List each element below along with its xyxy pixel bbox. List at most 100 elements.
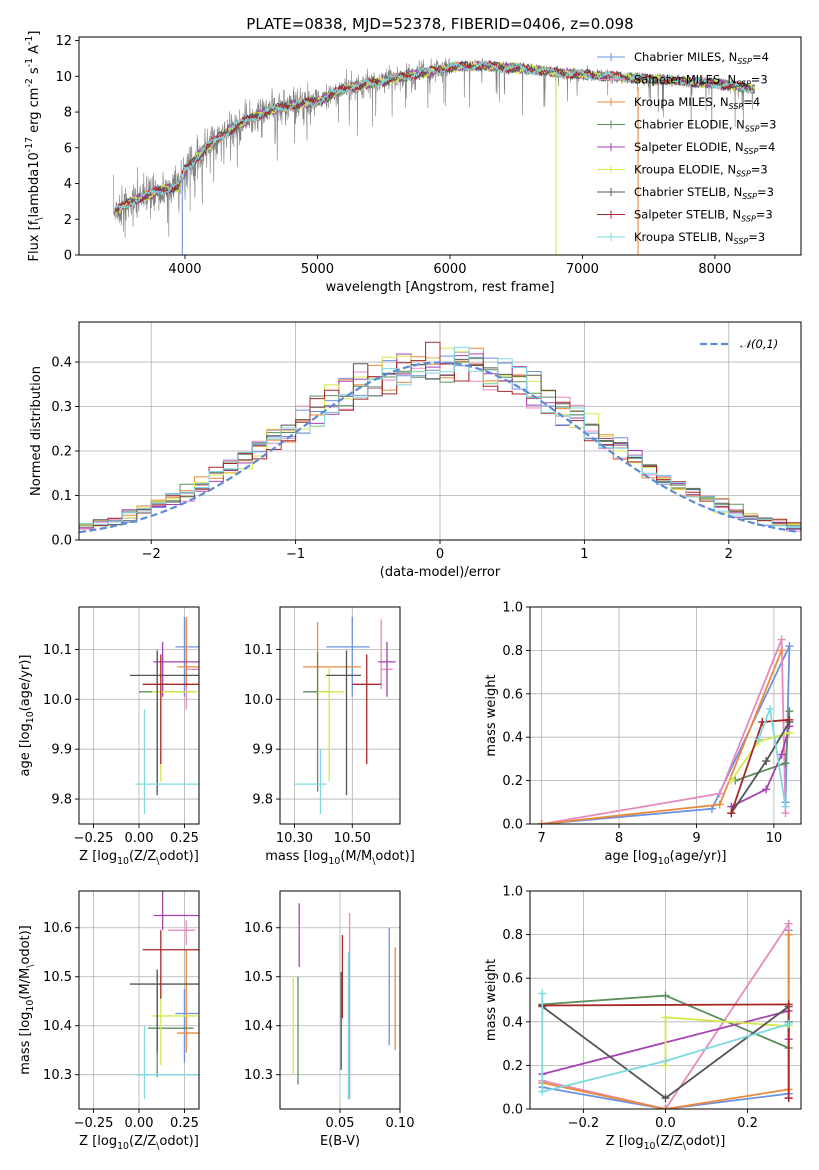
mass-weight-vs-Z-panel: −0.2 0.0 0.2 0.0 0.2 0.4 0.6 0.8 1.0 Z [log10(Z/Z… [484,885,802,1152]
mass-weight-series-line [541,645,791,824]
errorbar-point [326,616,370,697]
histogram-step-line [79,346,801,530]
x-tick-label: 0.00 [125,1116,154,1131]
y-tick-label: 0.0 [502,818,523,833]
y-tick-label: 10.0 [43,693,72,708]
mass-weight-marker [784,1000,793,1009]
mass-weight-marker [661,991,670,1000]
errorbar-point [151,976,198,1065]
mass-weight-marker [784,930,793,939]
mass-weight-marker [784,1094,793,1103]
mass-weight-marker [538,1087,547,1096]
y-tick-label: 0.4 [51,356,72,371]
y-axis-label: mass [log10(M/M\odot)] [18,925,36,1075]
y-tick-label: 12 [55,34,72,49]
legend-entry: 𝒩(0,1) [740,337,778,351]
x-tick-label: −2 [142,547,161,562]
y-tick-label: 0.2 [502,1059,523,1074]
x-axis-label: wavelength [Angstrom, rest frame] [326,280,555,295]
legend-entry: Chabrier ELODIE, NSSP=3 [634,118,776,134]
mass-vs-ebv-panel: 0.05 0.10 10.3 10.4 10.5 10.6 E(B-V) [244,890,414,1149]
y-tick-label: 0.6 [502,687,523,702]
y-tick-label: 0.8 [502,644,523,659]
y-tick-label: 9.8 [51,793,72,808]
legend-entry: Kroupa STELIB, NSSP=3 [634,230,765,246]
age-vs-Z-panel: −0.25 0.00 0.25 9.8 9.9 10.0 10.1 Z [log10(Z/Z\… [18,606,200,867]
errorbar-point [378,641,396,697]
mass-weight-marker [727,809,736,818]
mass-weight-marker [538,989,547,998]
x-tick-label: 0.25 [170,831,199,846]
y-tick-label: 0.0 [502,1103,523,1118]
y-tick-label: 1.0 [502,885,523,900]
y-tick-label: 10.5 [43,970,72,985]
x-axis-label: Z [log10(Z/Z\odot)] [606,1134,726,1152]
x-tick-label: −0.25 [74,1116,114,1131]
mass-vs-Z-marks [129,891,199,1100]
y-tick-label: 0.8 [502,928,523,943]
y-tick-label: 9.8 [252,793,273,808]
y-tick-label: 8 [64,106,72,121]
histogram-legend: 𝒩(0,1) [700,337,778,351]
x-tick-label: 2 [725,547,733,562]
errorbar-point [129,650,199,796]
y-tick-label: 10.6 [244,921,273,936]
y-tick-label: 10.0 [244,693,273,708]
y-tick-label: 2 [64,213,72,228]
x-tick-label: 0.25 [170,1116,199,1131]
errorbar-point [352,654,382,765]
x-axis-label: Z [log10(Z/Z\odot)] [79,1134,199,1152]
x-tick-label: 6000 [433,262,466,277]
mass-weight-vs-Z-marks [538,919,793,1109]
x-tick-label: 8000 [698,262,731,277]
mass-weight-marker [715,800,724,809]
mass-weight-marker [777,646,786,655]
mass-vs-Z-panel: −0.25 0.00 0.25 10.3 10.4 10.5 10.6 Z [log10(Z/… [18,890,200,1152]
y-tick-label: 10.4 [43,1019,72,1034]
mass-weight-marker [715,789,724,798]
legend-entry: Kroupa ELODIE, NSSP=3 [634,163,768,179]
mass-weight-marker [781,802,790,811]
y-tick-label: 4 [64,177,72,192]
x-axis-label: E(B-V) [320,1134,360,1149]
y-tick-label: 10.3 [244,1068,273,1083]
normal-reference-curve [79,361,799,534]
age-vs-mass-marks [294,616,396,815]
y-tick-label: 0.0 [51,534,72,549]
x-tick-label: 9 [692,831,700,846]
y-tick-label: 9.9 [252,743,273,758]
y-tick-label: 0 [64,249,72,264]
x-tick-label: 1 [580,547,588,562]
mass-weight-marker [777,750,786,759]
y-tick-label: 6 [64,141,72,156]
y-tick-label: 0.6 [502,972,523,987]
y-tick-label: 0.2 [502,774,523,789]
legend-entry: Salpeter MILES, NSSP=3 [634,73,768,89]
errorbar-point [135,1025,199,1100]
axes-frame [279,606,401,825]
x-tick-label: 8 [615,831,623,846]
age-vs-mass-panel: 10.30 10.50 9.8 9.9 10.0 10.1 mass [log10(M/M\… [244,606,415,867]
legend-entry: Kroupa MILES, NSSP=4 [634,95,760,111]
y-axis-label: Flux [f\lambda10-17 erg cm-2 s-1 A-1] [24,31,45,262]
y-tick-label: 0.1 [51,489,72,504]
mass-weight-marker [781,759,790,768]
y-axis-label: age [log10(age/yr)] [18,655,36,777]
x-tick-label: 0.0 [655,1116,676,1131]
errorbar-point [142,930,199,999]
errorbar-point [139,651,194,792]
y-tick-label: 0.4 [502,1015,523,1030]
y-tick-label: 0.3 [51,400,72,415]
residual-histogram-panel: −2 −1 0 1 2 0.0 0.1 0.2 0.3 0.4 (data-model)/error… [29,321,802,580]
mass-weight-marker [785,728,794,737]
x-tick-label: 10 [766,831,783,846]
mass-weight-marker [762,785,771,794]
x-tick-label: 0.05 [326,1116,355,1131]
residual-histogram-marks [79,341,801,534]
mass-weight-series-line [541,639,787,824]
figure-title: PLATE=0838, MJD=52378, FIBERID=0406, z=0… [246,15,633,33]
x-tick-label: 4000 [168,262,201,277]
errorbar-point [153,641,199,697]
errorbar-point [177,616,199,687]
mass-weight-vs-age-marks [537,635,794,824]
